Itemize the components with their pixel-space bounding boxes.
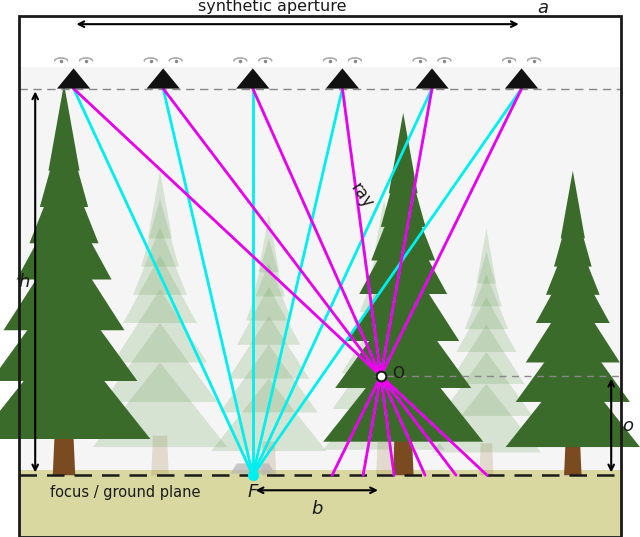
- Polygon shape: [141, 199, 179, 266]
- Polygon shape: [564, 436, 582, 475]
- Polygon shape: [332, 338, 436, 409]
- Polygon shape: [323, 341, 483, 441]
- Polygon shape: [0, 279, 138, 381]
- Polygon shape: [526, 289, 620, 362]
- Polygon shape: [323, 373, 445, 450]
- Text: F: F: [248, 483, 258, 502]
- Polygon shape: [57, 68, 90, 89]
- Polygon shape: [261, 441, 276, 475]
- Polygon shape: [236, 68, 269, 89]
- Polygon shape: [373, 200, 395, 261]
- Polygon shape: [376, 439, 392, 475]
- Polygon shape: [448, 324, 525, 384]
- Bar: [19, 470, 621, 537]
- Polygon shape: [546, 227, 600, 295]
- Polygon shape: [17, 192, 111, 279]
- Polygon shape: [147, 68, 180, 89]
- Polygon shape: [148, 171, 172, 238]
- Polygon shape: [29, 156, 99, 243]
- Polygon shape: [151, 436, 169, 475]
- Polygon shape: [536, 255, 610, 323]
- Polygon shape: [389, 113, 417, 193]
- Polygon shape: [230, 463, 275, 474]
- Polygon shape: [0, 330, 150, 439]
- Polygon shape: [220, 345, 317, 412]
- Polygon shape: [253, 238, 285, 296]
- Polygon shape: [211, 379, 326, 451]
- Polygon shape: [123, 255, 197, 323]
- Polygon shape: [237, 287, 301, 345]
- Polygon shape: [371, 180, 435, 260]
- Polygon shape: [3, 236, 124, 330]
- Text: h: h: [19, 273, 30, 291]
- Polygon shape: [465, 274, 508, 329]
- Polygon shape: [259, 214, 279, 272]
- Polygon shape: [381, 146, 426, 227]
- Polygon shape: [342, 307, 427, 373]
- Polygon shape: [113, 289, 207, 362]
- Polygon shape: [335, 294, 471, 388]
- Polygon shape: [432, 384, 541, 452]
- Text: ray: ray: [346, 180, 377, 212]
- Polygon shape: [93, 362, 227, 447]
- Polygon shape: [367, 226, 401, 287]
- Polygon shape: [393, 429, 413, 475]
- Polygon shape: [440, 352, 532, 416]
- Text: O: O: [392, 366, 404, 381]
- Polygon shape: [359, 213, 447, 294]
- Polygon shape: [360, 251, 408, 312]
- Polygon shape: [49, 84, 79, 171]
- Text: a: a: [538, 0, 548, 17]
- Polygon shape: [415, 68, 449, 89]
- Polygon shape: [456, 297, 516, 352]
- Polygon shape: [561, 171, 585, 238]
- Text: synthetic aperture: synthetic aperture: [198, 0, 346, 14]
- Polygon shape: [516, 323, 630, 402]
- Polygon shape: [471, 251, 502, 306]
- Polygon shape: [40, 120, 88, 207]
- Polygon shape: [52, 424, 76, 475]
- Polygon shape: [351, 276, 417, 338]
- Text: o: o: [622, 417, 633, 434]
- Polygon shape: [246, 263, 292, 321]
- Text: b: b: [311, 500, 323, 518]
- Polygon shape: [506, 362, 640, 447]
- Polygon shape: [479, 444, 493, 475]
- Polygon shape: [133, 227, 187, 295]
- Polygon shape: [228, 316, 309, 379]
- Polygon shape: [477, 229, 496, 284]
- Text: focus / ground plane: focus / ground plane: [49, 485, 200, 500]
- Polygon shape: [347, 253, 460, 341]
- Polygon shape: [103, 323, 217, 402]
- Polygon shape: [554, 199, 591, 266]
- Polygon shape: [326, 68, 359, 89]
- Bar: [19, 67, 621, 475]
- Polygon shape: [505, 68, 538, 89]
